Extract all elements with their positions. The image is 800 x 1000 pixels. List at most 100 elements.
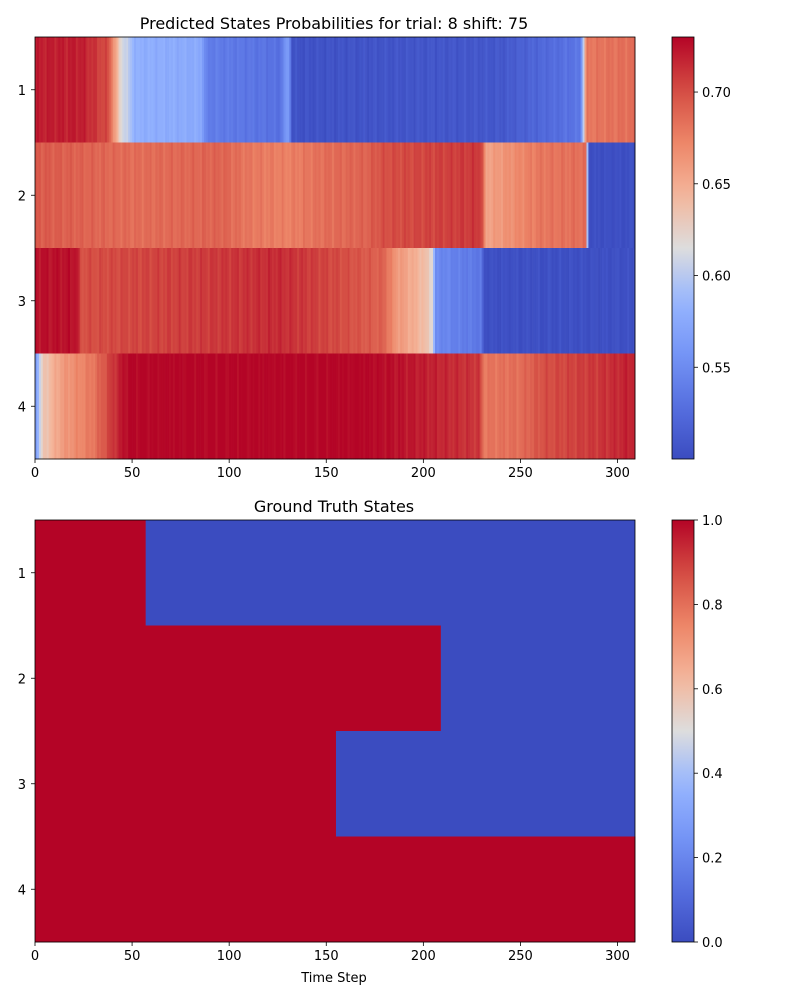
heatmap-cell — [394, 353, 397, 460]
heatmap-cell — [89, 142, 92, 249]
heatmap-cell — [485, 37, 488, 143]
heatmap-cell — [421, 353, 424, 460]
heatmap-cell — [287, 142, 290, 249]
heatmap-cell — [464, 353, 467, 460]
heatmap-cell — [384, 353, 387, 460]
heatmap-cell — [537, 142, 541, 249]
heatmap-cell — [50, 353, 53, 460]
heatmap-cell — [357, 142, 360, 249]
heatmap-cell — [576, 37, 580, 143]
heatmap-cell — [242, 248, 246, 354]
heatmap-cell — [299, 142, 302, 249]
heatmap-cell — [510, 37, 514, 143]
heatmap-cell — [54, 248, 57, 354]
heatmap-cell — [565, 248, 568, 354]
heatmap-cell — [594, 142, 597, 249]
heatmap-cell — [77, 142, 81, 249]
heatmap-cell — [40, 37, 44, 143]
heatmap-cell — [594, 248, 597, 354]
heatmap-cell — [456, 142, 459, 249]
heatmap-cell — [122, 37, 125, 143]
heatmap-cell — [621, 37, 624, 143]
colorbar-tick-label: 1.0 — [702, 514, 723, 529]
heatmap-cell — [621, 353, 624, 460]
heatmap-cell — [242, 142, 246, 249]
heatmap-cell — [297, 248, 300, 354]
heatmap-cell — [419, 353, 422, 460]
heatmap-cell — [145, 248, 148, 354]
heatmap-cell — [106, 37, 110, 143]
heatmap-cell — [460, 37, 463, 143]
heatmap-cell — [122, 248, 125, 354]
heatmap-cell — [349, 142, 352, 249]
heatmap-cell — [163, 142, 166, 249]
heatmap-cell — [205, 353, 209, 460]
heatmap-cell — [545, 37, 548, 143]
x-tick-label: 50 — [124, 949, 141, 964]
heatmap-cell — [233, 248, 236, 354]
heatmap-cell — [56, 353, 59, 460]
heatmap-cell — [188, 353, 191, 460]
heatmap-cell — [401, 142, 405, 249]
heatmap-cell — [165, 142, 168, 249]
heatmap-cell — [372, 248, 376, 354]
heatmap-cell — [328, 142, 331, 249]
heatmap-cell — [481, 248, 484, 354]
heatmap-cell — [372, 142, 376, 249]
heatmap-cell — [436, 37, 440, 143]
heatmap-cell — [141, 353, 145, 460]
heatmap-cell — [174, 142, 178, 249]
heatmap-cell — [277, 142, 281, 249]
heatmap-cell — [405, 142, 409, 249]
heatmap-cell — [574, 353, 578, 460]
heatmap-cell — [596, 142, 599, 249]
heatmap-cell — [312, 248, 315, 354]
heatmap-cell — [215, 142, 218, 249]
x-tick-label: 200 — [411, 949, 436, 964]
heatmap-cell — [269, 353, 273, 460]
heatmap-cell — [322, 353, 325, 460]
heatmap-cell — [186, 353, 189, 460]
heatmap-cell — [384, 248, 387, 354]
heatmap-cell — [605, 37, 609, 143]
heatmap-cell — [603, 248, 607, 354]
heatmap-cell — [615, 37, 618, 143]
heatmap-cell — [77, 37, 81, 143]
heatmap-cell — [188, 142, 191, 249]
heatmap-cell — [386, 248, 389, 354]
heatmap-cell — [609, 353, 613, 460]
x-tick-label: 150 — [314, 466, 339, 481]
heatmap-cell — [87, 353, 90, 460]
heatmap-cell — [518, 353, 521, 460]
heatmap-cell — [87, 37, 90, 143]
heatmap-cell — [112, 142, 115, 249]
heatmap-cell — [506, 142, 510, 249]
heatmap-cell — [582, 353, 585, 460]
heatmap-cell — [351, 142, 354, 249]
heatmap-cell — [359, 248, 362, 354]
heatmap-cell — [514, 142, 517, 249]
heatmap-cell — [396, 142, 399, 249]
heatmap-cell — [201, 248, 205, 354]
heatmap-cell — [596, 37, 599, 143]
heatmap-cell — [378, 248, 381, 354]
heatmap-cell — [252, 353, 255, 460]
heatmap-cell — [44, 37, 47, 143]
heatmap-cell — [438, 142, 442, 249]
heatmap-cell — [266, 353, 269, 460]
heatmap-cell — [188, 248, 191, 354]
heatmap-cell — [289, 142, 292, 249]
heatmap-cell — [454, 353, 457, 460]
heatmap-cell — [238, 248, 242, 354]
heatmap-cell — [619, 37, 622, 143]
heatmap-cell — [607, 353, 611, 460]
heatmap-cell — [306, 248, 310, 354]
heatmap-cell — [120, 353, 123, 460]
heatmap-cell — [217, 248, 220, 354]
heatmap-cell — [91, 353, 94, 460]
heatmap-cell — [343, 142, 347, 249]
heatmap-cell — [429, 353, 432, 460]
heatmap-cell — [93, 37, 96, 143]
heatmap-cell — [42, 248, 46, 354]
heatmap-cell — [621, 248, 624, 354]
